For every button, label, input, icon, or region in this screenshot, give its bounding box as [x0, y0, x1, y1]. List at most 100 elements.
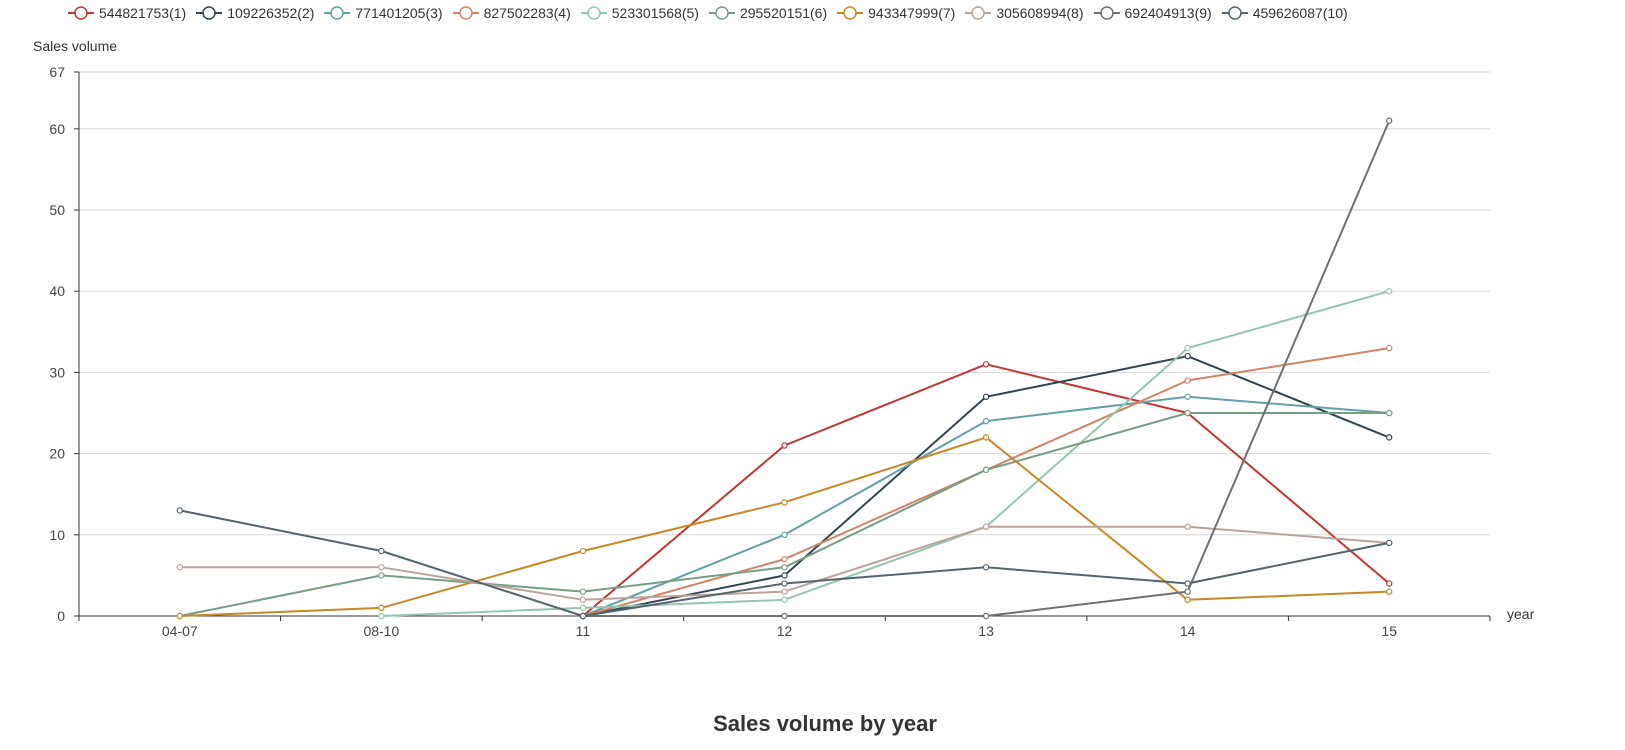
data-point [378, 572, 385, 579]
data-point [1184, 377, 1191, 384]
x-axis-label: year [1507, 606, 1535, 622]
data-point [1386, 344, 1393, 352]
legend: 544821753(1) 109226352(2) 771401205(3) 8275… [68, 2, 1358, 24]
data-point [378, 612, 385, 620]
chart-title: Sales volume by year [713, 711, 937, 736]
legend-label: 692404913(9) [1124, 5, 1212, 21]
data-point [781, 442, 788, 449]
y-tick-label: 10 [49, 527, 65, 543]
data-point [579, 612, 587, 620]
x-tick-label: 14 [1180, 623, 1196, 639]
legend-swatch-icon [68, 6, 94, 20]
data-point [1386, 588, 1393, 595]
data-point [1184, 588, 1191, 595]
legend-label: 523301568(5) [611, 5, 699, 21]
legend-label: 827502283(4) [483, 5, 571, 21]
data-point [1184, 352, 1191, 360]
legend-item[interactable]: 305608994(8) [965, 5, 1084, 21]
legend-swatch-icon [1093, 6, 1120, 20]
series-lines [179, 120, 1391, 617]
data-point [176, 612, 183, 620]
legend-label: 544821753(1) [99, 5, 187, 21]
legend-item[interactable]: 943347999(7) [837, 5, 955, 21]
legend-swatch-marker [202, 6, 216, 20]
legend-swatch-icon [708, 6, 735, 20]
data-point [982, 466, 990, 474]
legend-swatch-icon [324, 6, 351, 20]
data-point [781, 499, 788, 506]
series-line-3 [582, 395, 1390, 617]
data-point [982, 612, 990, 620]
data-point [579, 604, 587, 612]
data-point [781, 572, 788, 579]
data-point [1184, 344, 1191, 352]
data-point [982, 393, 990, 400]
legend-label: 109226352(2) [227, 5, 315, 21]
data-point [781, 555, 788, 563]
x-tick-label: 12 [777, 623, 793, 639]
legend-item[interactable]: 692404913(9) [1093, 5, 1212, 21]
y-tick-label: 67 [49, 64, 65, 80]
legend-swatch-icon [452, 6, 479, 20]
data-point [1386, 580, 1393, 587]
axes: Sales volume year [33, 38, 1535, 622]
data-point [176, 564, 183, 571]
legend-swatch-icon [196, 6, 223, 20]
y-tick-label: 50 [49, 202, 65, 218]
grid-lines [79, 71, 1490, 536]
data-point [176, 507, 183, 514]
legend-label: 295520151(6) [739, 5, 828, 21]
axis-ticks: 0 10 20 30 40 50 60 67 04-07 08-10 11 12 13 14 15 [49, 64, 1491, 639]
legend-swatch-icon [1221, 6, 1248, 20]
legend-swatch-marker [1227, 6, 1242, 20]
legend-item[interactable]: 295520151(6) [708, 5, 828, 21]
data-point [781, 580, 788, 587]
legend-item[interactable]: 827502283(4) [452, 5, 571, 21]
data-point [579, 588, 587, 595]
data-point [781, 564, 788, 571]
x-tick-label: 15 [1381, 623, 1397, 639]
data-point [1386, 434, 1393, 441]
legend-swatch-marker [330, 6, 345, 20]
legend-item[interactable]: 523301568(5) [580, 5, 699, 21]
data-point [1184, 523, 1191, 530]
x-tick-label: 13 [978, 623, 994, 639]
legend-item[interactable]: 771401205(3) [324, 5, 443, 21]
series-points [176, 117, 1393, 620]
data-point [378, 564, 385, 571]
legend-label: 305608994(8) [996, 5, 1084, 21]
data-point [982, 523, 990, 530]
x-tick-label: 11 [576, 623, 591, 639]
legend-label: 459626087(10) [1252, 5, 1348, 21]
x-tick-label: 04-07 [162, 623, 198, 639]
legend-item[interactable]: 109226352(2) [196, 5, 314, 21]
data-point [1184, 409, 1191, 417]
y-tick-label: 30 [49, 364, 65, 380]
data-point [579, 547, 587, 555]
data-point [781, 531, 788, 539]
data-point [1184, 596, 1191, 603]
legend-swatch-icon [965, 6, 992, 20]
legend-swatch-marker [843, 6, 857, 20]
legend-swatch-marker [458, 6, 473, 20]
data-point [1386, 539, 1393, 547]
legend-label: 771401205(3) [355, 5, 443, 21]
data-point [781, 588, 788, 595]
legend-swatch-marker [74, 6, 88, 20]
y-axis-label: Sales volume [33, 38, 117, 54]
data-point [378, 604, 385, 612]
data-point [1386, 117, 1393, 124]
legend-swatch-marker [587, 6, 601, 20]
data-point [378, 547, 385, 555]
legend-item[interactable]: 544821753(1) [68, 5, 186, 21]
data-point [781, 612, 788, 620]
data-point [1386, 409, 1393, 417]
y-tick-label: 20 [49, 446, 65, 462]
data-point [982, 564, 990, 571]
y-tick-label: 40 [49, 283, 65, 299]
legend-swatch-marker [1099, 6, 1114, 20]
data-point [1386, 288, 1393, 295]
legend-item[interactable]: 459626087(10) [1221, 5, 1348, 21]
legend-swatch-marker [715, 6, 729, 20]
y-tick-label: 60 [49, 121, 65, 137]
